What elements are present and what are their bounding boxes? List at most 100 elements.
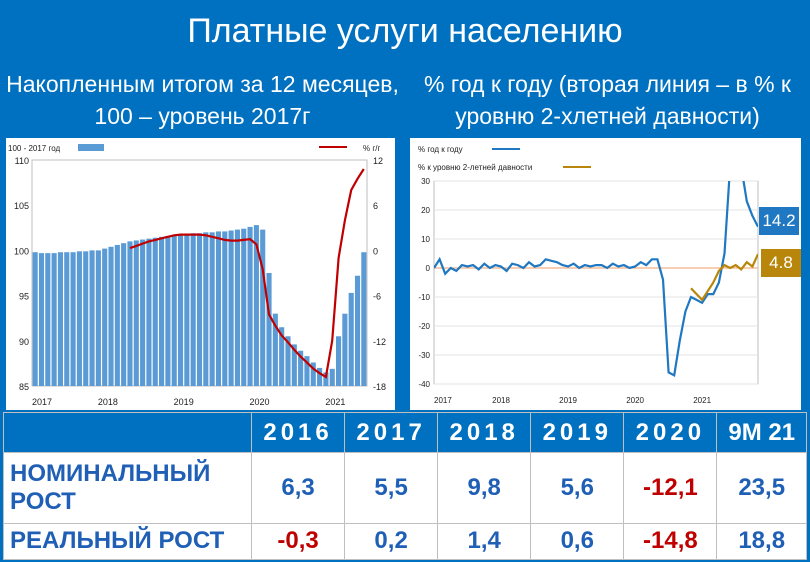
bar	[279, 327, 285, 386]
bar	[335, 336, 342, 386]
year-header: 2020	[623, 412, 718, 453]
bar	[38, 253, 45, 386]
left-chart-subtitle: Накопленным итогом за 12 месяцев, 100 – …	[6, 71, 399, 129]
x-tick-label: 2020	[250, 397, 270, 407]
bar	[121, 243, 127, 386]
bar	[165, 235, 171, 386]
bar	[114, 244, 120, 386]
table-row: РЕАЛЬНЫЙ РОСТ -0,3 0,2 1,4 0,6 -14,8 18,…	[3, 522, 807, 561]
y-right-tick-label: 12	[373, 156, 383, 166]
series-line-yoy	[434, 181, 758, 377]
bar	[140, 239, 146, 386]
bar	[76, 251, 82, 386]
y-tick-label: 10	[421, 235, 430, 244]
y-left-tick-label: 85	[19, 382, 29, 392]
table-cell: 5,6	[530, 452, 625, 524]
legend-swatch-bars	[78, 144, 104, 151]
bar	[57, 252, 64, 386]
bar	[304, 356, 310, 386]
table-cell: 23,5	[716, 452, 807, 524]
table-cell: 6,3	[250, 452, 346, 524]
row-label-real: РЕАЛЬНЫЙ РОСТ	[3, 522, 252, 561]
bar	[159, 236, 165, 386]
x-tick-label: 2018	[492, 396, 510, 405]
series-line-yoy	[129, 168, 365, 379]
latest-value-tag-2y: 4.8	[761, 249, 801, 277]
left-chart-panel: 85 90 95 100 105 110 -18 -12 -6 0 6 12 2017 2018 2019 2…	[6, 138, 395, 410]
bar	[272, 313, 278, 386]
bar	[241, 228, 247, 386]
bar	[127, 241, 133, 386]
bar	[285, 336, 291, 386]
table-cell: 18,8	[716, 522, 807, 561]
bar	[203, 232, 209, 386]
year-header: 2018	[437, 412, 532, 453]
bar	[215, 231, 222, 386]
legend-label: 100 - 2017 год	[8, 144, 60, 153]
table-row: НОМИНАЛЬНЫЙ РОСТ 6,3 5,5 9,8 5,6 -12,1 2…	[3, 452, 807, 524]
y-left-tick-label: 110	[15, 156, 29, 166]
bar	[323, 372, 329, 386]
y-left-tick-label: 105	[14, 201, 29, 211]
bar	[298, 350, 304, 386]
bar	[329, 368, 335, 386]
bar	[228, 230, 234, 386]
y-right-tick-label: 6	[373, 201, 378, 211]
bar	[95, 250, 101, 386]
year-header: 9М 21	[716, 412, 807, 453]
y-left-tick-label: 90	[19, 337, 29, 347]
bar	[152, 237, 158, 386]
bar	[247, 226, 253, 386]
legend-label: % год к году	[418, 145, 463, 154]
growth-table: 2016 2017 2018 2019 2020 9М 21 НОМИНАЛЬН…	[3, 412, 807, 561]
table-cell: 9,8	[437, 452, 532, 524]
right-chart: -40 -30 -20 -10 0 10 20 30 2017 2018 2019 2020 2021%…	[418, 145, 759, 405]
bar	[45, 253, 51, 386]
y-tick-label: 30	[421, 177, 430, 186]
table-cell: 0,2	[344, 522, 439, 561]
table-cell: 5,5	[344, 452, 439, 524]
bar	[171, 235, 177, 386]
legend-label: % г/г	[363, 144, 380, 153]
bar	[184, 234, 190, 386]
y-tick-label: 0	[426, 264, 431, 273]
y-left-tick-label: 100	[14, 246, 29, 256]
bar	[361, 252, 367, 386]
y-left-tick-label: 95	[19, 292, 29, 302]
bar	[310, 362, 316, 386]
bar	[83, 251, 89, 386]
bar	[354, 275, 361, 386]
table-cell: -0,3	[250, 522, 346, 561]
y-right-tick-label: 0	[373, 246, 378, 256]
y-right-tick-label: -12	[373, 337, 386, 347]
bar	[108, 246, 114, 386]
x-tick-label: 2019	[174, 397, 194, 407]
bar	[190, 233, 196, 386]
bar	[146, 238, 152, 386]
y-tick-label: -30	[418, 351, 430, 360]
y-tick-label: 20	[421, 206, 430, 215]
bar	[209, 232, 215, 386]
bar	[253, 225, 259, 386]
bar	[260, 229, 266, 386]
bar	[70, 252, 76, 386]
bar	[342, 313, 348, 386]
bar	[89, 250, 95, 386]
bar	[291, 344, 297, 386]
x-tick-label: 2017	[32, 397, 52, 407]
x-tick-label: 2021	[325, 397, 345, 407]
bar	[222, 231, 228, 386]
y-right-tick-label: -6	[373, 292, 381, 302]
bar	[234, 229, 240, 386]
right-chart-panel: -40 -30 -20 -10 0 10 20 30 2017 2018 2019 2020 2021%…	[410, 138, 801, 410]
right-chart-subtitle: % год к году (вторая линия – в % к уровн…	[424, 71, 791, 129]
y-tick-label: -20	[418, 322, 430, 331]
bar	[266, 273, 272, 386]
table-corner	[3, 412, 252, 453]
table-cell: -14,8	[623, 522, 718, 561]
x-tick-label: 2021	[693, 396, 711, 405]
year-header: 2019	[530, 412, 625, 453]
bar	[102, 248, 108, 386]
table-cell: 1,4	[437, 522, 532, 561]
legend-label: % к уровню 2-летней давности	[418, 163, 532, 172]
